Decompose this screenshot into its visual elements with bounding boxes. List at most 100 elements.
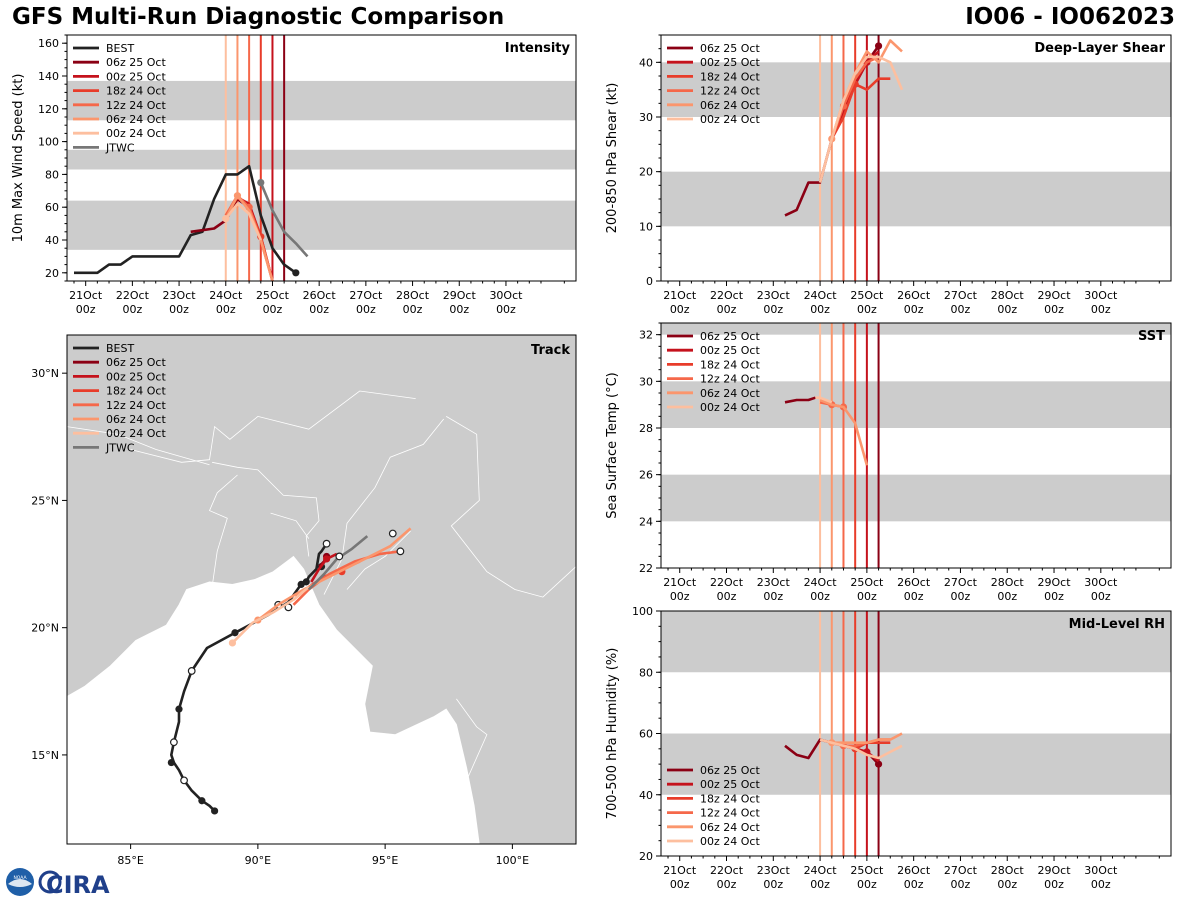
track-x-tick-label: 100°E: [496, 854, 529, 867]
sst-x-tick-label: 26Oct: [897, 576, 931, 589]
shear-x-tick-label: 25Oct: [850, 289, 884, 302]
cira-globe-icon: [38, 870, 62, 894]
intensity-x-tick-label: 21Oct: [69, 289, 103, 302]
sst-legend-label-00z-25-oct: 00z 25 Oct: [700, 344, 760, 357]
rh-y-tick-label: 40: [639, 789, 653, 802]
sst-axes-frame: [660, 322, 1172, 569]
track-legend-label-18z-24-oct: 18z 24 Oct: [106, 385, 166, 398]
rh-y-axis-label: 700-500 hPa Humidity (%): [605, 648, 620, 820]
track-legend-label-best: BEST: [106, 342, 134, 355]
track-fix-best: [211, 807, 219, 815]
intensity-x-tick-label-hour: 00z: [169, 303, 189, 316]
sst-x-tick-label-hour: 00z: [997, 590, 1017, 603]
shear-legend-label-12z-24-oct: 12z 24 Oct: [700, 85, 760, 98]
shear-legend-label-18z-24-oct: 18z 24 Oct: [700, 70, 760, 83]
intensity-y-tick-label: 60: [45, 201, 59, 214]
rh-legend-label-06z-24-oct: 06z 24 Oct: [700, 821, 760, 834]
sst-y-axis-label: Sea Surface Temp (°C): [605, 372, 620, 519]
intensity-x-tick-label-hour: 00z: [76, 303, 96, 316]
shear-panel: 21Oct00z22Oct00z23Oct00z24Oct00z25Oct00z…: [605, 34, 1172, 316]
intensity-x-tick-label-hour: 00z: [496, 303, 516, 316]
sst-panel-title: SST: [1138, 329, 1165, 344]
rh-series-00z-24-oct: [819, 738, 903, 760]
intensity-shade-band: [67, 200, 576, 250]
shear-x-tick-label: 30Oct: [1084, 289, 1118, 302]
border-line: [456, 698, 488, 781]
intensity-legend-label-06z-24-oct: 06z 24 Oct: [106, 113, 166, 126]
intensity-legend-label-jtwc: JTWC: [105, 141, 135, 154]
track-open-fix-jtwc: [335, 552, 344, 561]
rh-x-tick-label-hour: 00z: [670, 878, 690, 891]
sst-x-tick-label: 27Oct: [944, 576, 978, 589]
intensity-x-tick-label-hour: 00z: [403, 303, 423, 316]
shear-x-tick-label: 21Oct: [663, 289, 697, 302]
intensity-series-jtwc: [259, 182, 309, 258]
sst-x-tick-label-hour: 00z: [810, 590, 830, 603]
shear-x-tick-label: 28Oct: [991, 289, 1025, 302]
shear-x-tick-label-hour: 00z: [951, 303, 971, 316]
rh-panel: 21Oct00z22Oct00z23Oct00z24Oct00z25Oct00z…: [605, 605, 1172, 891]
rh-x-tick-label-hour: 00z: [1091, 878, 1111, 891]
shear-x-tick-label-hour: 00z: [670, 303, 690, 316]
border-line: [208, 474, 238, 588]
sst-x-tick-label-hour: 00z: [1044, 590, 1064, 603]
rh-x-tick-label: 23Oct: [757, 864, 791, 877]
shear-y-tick-label: 40: [639, 56, 653, 69]
intensity-y-tick-label: 40: [45, 234, 59, 247]
intensity-plot-area: [67, 35, 576, 281]
intensity-x-tick-label-hour: 00z: [356, 303, 376, 316]
sst-x-tick-label: 24Oct: [804, 576, 838, 589]
rh-x-tick-label: 21Oct: [663, 864, 697, 877]
rh-legend-label-18z-24-oct: 18z 24 Oct: [700, 792, 760, 805]
shear-y-axis-label: 200-850 hPa Shear (kt): [605, 83, 620, 234]
intensity-x-tick-label: 26Oct: [303, 289, 337, 302]
border-line: [130, 390, 416, 463]
intensity-x-tick-label-hour: 00z: [263, 303, 283, 316]
track-x-tick-label: 95°E: [372, 854, 398, 867]
noaa-cira-logo: NOAA CIRA: [6, 868, 110, 898]
track-fix-best: [198, 797, 206, 805]
intensity-x-tick-label: 27Oct: [349, 289, 383, 302]
sst-x-tick-label: 23Oct: [757, 576, 791, 589]
intensity-marker-best: [292, 269, 300, 277]
rh-x-tick-label-hour: 00z: [997, 878, 1017, 891]
track-y-tick-label: 30°N: [31, 367, 59, 380]
sst-series-00z-24-oct: [815, 396, 833, 404]
intensity-series-06z-24-oct: [224, 194, 274, 281]
sst-legend-label-06z-25-oct: 06z 25 Oct: [700, 330, 760, 343]
figure-title: GFS Multi-Run Diagnostic Comparison: [12, 4, 505, 30]
sst-y-tick-label: 30: [639, 375, 653, 388]
sst-series-06z-25-oct: [784, 396, 816, 404]
sst-x-tick-label-hour: 00z: [763, 590, 783, 603]
shear-x-tick-label: 24Oct: [804, 289, 838, 302]
rh-shade-band: [661, 611, 1171, 673]
track-fix-best: [302, 578, 310, 586]
intensity-legend-label-18z-24-oct: 18z 24 Oct: [106, 85, 166, 98]
intensity-series-best: [74, 164, 297, 275]
storm-id-title: IO06 - IO062023: [965, 4, 1175, 30]
noaa-logo-text: NOAA: [13, 875, 27, 881]
rh-y-tick-label: 20: [639, 850, 653, 863]
rh-x-tick-label: 25Oct: [850, 864, 884, 877]
intensity-y-tick-label: 160: [38, 37, 59, 50]
intensity-shade-band: [67, 80, 576, 121]
intensity-marker-jtwc: [257, 179, 265, 187]
sst-x-tick-label-hour: 00z: [904, 590, 924, 603]
rh-x-tick-label: 22Oct: [710, 864, 744, 877]
sst-x-tick-label-hour: 00z: [1091, 590, 1111, 603]
track-x-tick-label: 90°E: [245, 854, 271, 867]
rh-x-tick-label: 27Oct: [944, 864, 978, 877]
sst-legend-label-00z-24-oct: 00z 24 Oct: [700, 401, 760, 414]
sst-x-tick-label: 30Oct: [1084, 576, 1118, 589]
track-fix-best: [167, 758, 175, 767]
rh-x-tick-label: 26Oct: [897, 864, 931, 877]
shear-legend-label-06z-25-oct: 06z 25 Oct: [700, 42, 760, 55]
sst-y-tick-label: 28: [639, 422, 653, 435]
shear-series-18z-24-oct: [830, 77, 891, 140]
track-legend-label-jtwc: JTWC: [105, 441, 135, 454]
intensity-legend-label-06z-25-oct: 06z 25 Oct: [106, 56, 166, 69]
shear-legend-label-00z-25-oct: 00z 25 Oct: [700, 56, 760, 69]
border-line: [212, 461, 320, 557]
rh-x-tick-label-hour: 00z: [904, 878, 924, 891]
